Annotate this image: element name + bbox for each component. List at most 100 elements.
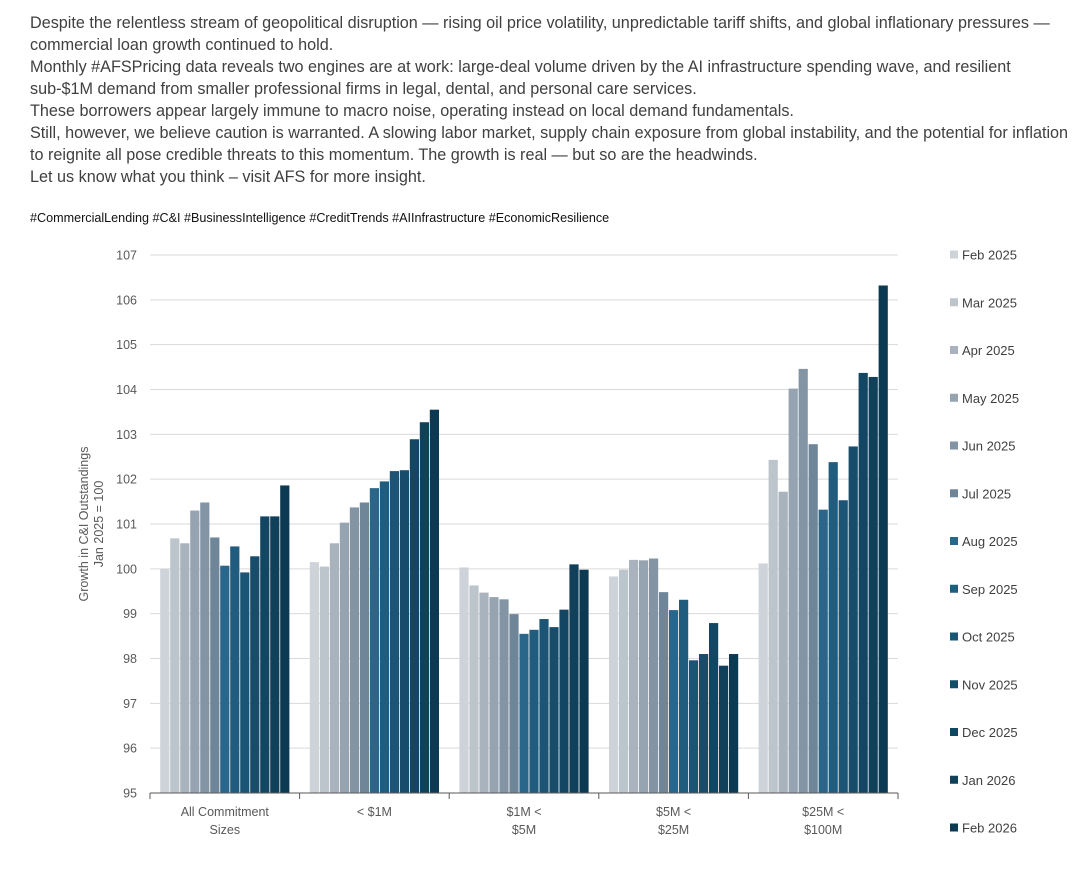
legend-swatch (950, 537, 958, 545)
bar (280, 485, 290, 793)
bar (250, 556, 260, 793)
bar (878, 285, 888, 793)
x-tick-label: All Commitment Sizes (181, 805, 270, 837)
bar (509, 614, 519, 793)
bar (359, 502, 369, 793)
legend-label: May 2025 (962, 391, 1019, 406)
bar (659, 592, 669, 793)
legend-label: Sep 2025 (962, 582, 1018, 597)
bar (679, 599, 689, 793)
bar (240, 572, 250, 793)
y-tick-label: 96 (123, 742, 137, 756)
legend-label: Apr 2025 (962, 343, 1015, 358)
y-tick-label: 103 (116, 428, 137, 442)
bar (798, 368, 808, 793)
bar (429, 409, 439, 793)
x-tick-label: $1M < $5M (506, 805, 541, 837)
legend-label: Jan 2026 (962, 773, 1016, 788)
bar (619, 569, 629, 793)
bar (649, 558, 659, 793)
bar (709, 623, 719, 793)
legend-label: Oct 2025 (962, 630, 1015, 645)
bar (230, 546, 240, 793)
bar (349, 507, 359, 793)
bar (848, 446, 858, 793)
bar (479, 592, 489, 793)
bar (419, 422, 429, 793)
legend-swatch (950, 728, 958, 736)
post-paragraph-4: Still, however, we believe caution is wa… (30, 124, 1069, 164)
legend-label: Mar 2025 (962, 295, 1017, 310)
bar (719, 665, 729, 793)
post-paragraph-1: Despite the relentless stream of geopoli… (30, 14, 1050, 54)
bar (160, 568, 170, 793)
post-paragraph-2: Monthly #AFSPricing data reveals two eng… (30, 58, 1011, 98)
bar (788, 388, 798, 793)
y-tick-label: 105 (116, 338, 137, 352)
bar (469, 585, 479, 793)
legend-swatch (950, 441, 958, 450)
post-text: Despite the relentless stream of geopoli… (30, 12, 1070, 188)
bar (319, 566, 329, 793)
bar (858, 372, 868, 793)
y-tick-label: 106 (116, 293, 137, 307)
bar (369, 488, 379, 793)
bar (758, 563, 768, 793)
y-tick-label: 97 (123, 697, 137, 711)
bar (220, 565, 230, 793)
bar (669, 610, 679, 793)
bar (339, 522, 349, 793)
post-paragraph-5: Let us know what you think – visit AFS f… (30, 168, 426, 186)
bar (489, 597, 499, 793)
bar (190, 510, 200, 793)
y-axis-title: Growth in C&I OutstandingsJan 2025 = 100 (77, 447, 106, 602)
bar (689, 660, 699, 793)
y-tick-label: 98 (123, 652, 137, 666)
bar (389, 471, 399, 793)
bar (629, 559, 639, 793)
legend-label: Jul 2025 (962, 486, 1011, 501)
bar (529, 629, 539, 793)
bar (399, 470, 409, 793)
bar (778, 491, 788, 793)
bar (808, 444, 818, 793)
x-tick-label: $5M < $25M (656, 805, 691, 837)
legend-label: Aug 2025 (962, 534, 1018, 549)
y-tick-label: 101 (116, 518, 137, 532)
bar (499, 599, 509, 793)
bar (180, 543, 190, 793)
y-tick-label: 104 (116, 383, 137, 397)
bar (329, 543, 339, 793)
bar (729, 654, 739, 793)
bar (868, 376, 878, 793)
x-tick-label: < $1M (357, 805, 392, 819)
bar (200, 502, 210, 793)
legend-swatch (950, 680, 958, 689)
y-tick-label: 99 (123, 607, 137, 621)
bar (559, 609, 569, 793)
bar (519, 633, 529, 793)
legend-swatch (950, 489, 958, 498)
y-tick-label: 95 (123, 787, 137, 801)
bar (579, 569, 589, 793)
hashtags: #CommercialLending #C&I #BusinessIntelli… (30, 211, 610, 225)
bar (768, 459, 778, 793)
legend-label: Dec 2025 (962, 725, 1018, 740)
legend-swatch (950, 250, 958, 259)
legend-swatch (950, 632, 958, 641)
legend-swatch (950, 346, 958, 354)
bar (818, 509, 828, 793)
legend-swatch (950, 823, 958, 832)
legend-swatch (950, 775, 958, 784)
bar (260, 516, 270, 793)
legend-label: Feb 2025 (962, 248, 1017, 263)
bar (569, 564, 579, 793)
bar (539, 619, 549, 793)
bar (270, 516, 280, 793)
bar (210, 537, 220, 793)
legend-label: Feb 2026 (962, 821, 1017, 836)
legend-swatch (950, 393, 958, 402)
bar (549, 627, 559, 793)
x-tick-label: $25M < $100M (802, 805, 844, 837)
